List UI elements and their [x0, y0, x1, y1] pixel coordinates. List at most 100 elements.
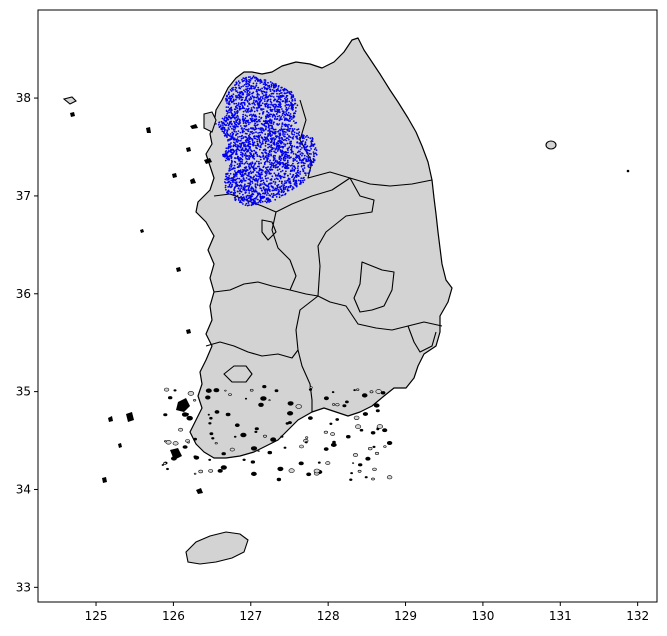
highlight-point	[282, 187, 285, 190]
highlight-point	[250, 150, 253, 153]
highlight-point	[237, 171, 240, 174]
highlight-point	[275, 187, 278, 190]
coastal-islet	[357, 469, 362, 473]
highlight-point	[234, 174, 237, 177]
highlight-point	[285, 112, 288, 115]
highlight-point	[258, 155, 261, 158]
highlight-point	[271, 82, 274, 85]
highlight-point	[242, 122, 245, 124]
highlight-point	[229, 116, 232, 119]
coastal-islet	[242, 458, 246, 461]
highlight-point	[246, 155, 249, 158]
coastal-islet	[276, 477, 282, 482]
highlight-point	[272, 187, 275, 189]
coastal-islet	[375, 409, 380, 413]
highlight-point	[265, 152, 267, 154]
highlight-point	[303, 148, 306, 151]
highlight-point	[233, 170, 236, 172]
highlight-point	[234, 161, 237, 164]
highlight-point	[251, 203, 254, 206]
highlight-point	[308, 149, 311, 152]
highlight-point	[243, 179, 246, 182]
highlight-point	[242, 113, 245, 116]
highlight-point	[287, 147, 290, 150]
highlight-point	[274, 151, 276, 154]
islet-h	[176, 267, 181, 272]
highlight-point	[255, 144, 257, 147]
highlight-point	[241, 158, 244, 161]
highlight-point	[256, 175, 258, 178]
highlight-point	[234, 88, 237, 91]
highlight-point	[280, 170, 282, 173]
coastal-islet	[359, 428, 364, 432]
highlight-point	[267, 95, 270, 98]
highlight-point	[287, 107, 290, 109]
highlight-point	[263, 98, 266, 100]
highlight-point	[275, 143, 278, 145]
highlight-point	[285, 92, 287, 95]
highlight-point	[246, 99, 249, 102]
coastal-islet	[258, 402, 264, 407]
highlight-point	[306, 134, 308, 137]
highlight-point	[293, 168, 296, 171]
highlight-point	[306, 151, 309, 154]
highlight-point	[272, 155, 275, 158]
highlight-point	[267, 126, 270, 129]
highlight-point	[255, 115, 258, 118]
highlight-point	[273, 90, 276, 93]
highlight-point	[265, 198, 268, 201]
highlight-point	[279, 149, 282, 151]
highlight-point	[255, 84, 258, 87]
highlight-point	[289, 156, 292, 159]
highlight-point	[230, 163, 232, 166]
islet-k	[126, 412, 134, 422]
highlight-point	[230, 148, 232, 151]
coastal-islet	[193, 437, 198, 441]
highlight-point	[258, 94, 260, 96]
highlight-point	[241, 104, 244, 107]
highlight-point	[235, 175, 238, 177]
highlight-point	[256, 171, 258, 174]
highlight-point	[288, 138, 290, 141]
highlight-point	[250, 186, 253, 189]
highlight-point	[309, 137, 312, 140]
highlight-point	[268, 128, 271, 130]
highlight-point	[275, 89, 278, 91]
highlight-point	[235, 102, 238, 105]
coastal-islet	[173, 450, 179, 455]
highlight-point	[245, 191, 247, 194]
highlight-point	[229, 145, 232, 148]
highlight-point	[240, 187, 243, 190]
highlight-point	[244, 186, 246, 189]
highlight-point	[256, 124, 258, 127]
coastal-islet	[386, 475, 393, 480]
highlight-point	[248, 87, 251, 90]
jeju-island	[185, 531, 249, 565]
highlight-point	[245, 80, 248, 83]
highlight-point	[268, 198, 271, 201]
highlight-point	[249, 145, 251, 148]
highlight-point	[237, 197, 240, 200]
coastal-islet	[254, 427, 259, 431]
highlight-point	[252, 101, 255, 104]
highlight-point	[295, 185, 298, 188]
highlight-point	[314, 152, 317, 155]
highlight-point	[239, 82, 241, 84]
highlight-point	[229, 165, 231, 167]
highlight-point	[259, 80, 262, 83]
highlight-point	[258, 131, 261, 134]
highlight-point	[273, 103, 275, 106]
highlight-point	[261, 142, 263, 145]
highlight-point	[251, 161, 254, 164]
highlight-point	[263, 182, 266, 185]
highlight-point	[235, 81, 238, 84]
highlight-point	[292, 136, 295, 138]
highlight-point	[251, 139, 254, 142]
highlight-point	[234, 84, 236, 86]
highlight-point	[293, 145, 296, 148]
highlight-point	[277, 98, 280, 100]
highlight-point	[269, 159, 271, 162]
coastal-islet	[270, 437, 277, 442]
highlight-point	[281, 122, 284, 125]
highlight-point	[234, 182, 237, 185]
